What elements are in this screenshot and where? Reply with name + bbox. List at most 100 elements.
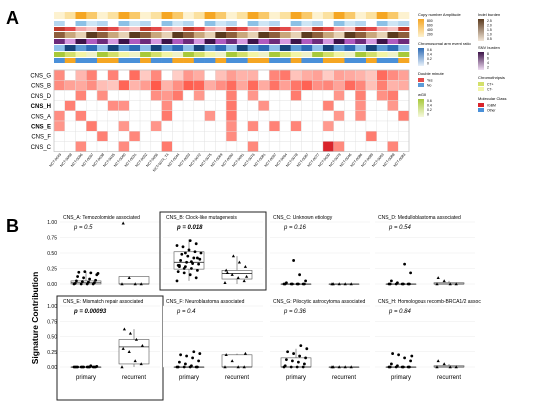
heatmap-cell [236,90,248,101]
annotation-cell [118,45,130,51]
heatmap-cell [247,100,259,111]
y-tick-label: 0.50 [47,251,57,257]
data-point-recurrent [242,279,246,283]
facet-pvalue: p = 0.00093 [73,309,107,315]
heatmap-cell [355,130,367,142]
heatmap-cell [225,100,238,111]
annotation-cell [226,27,238,31]
heatmap-cell [129,90,141,101]
heatmap-cell [96,141,108,152]
data-point-primary [79,282,83,286]
heatmap-cell [258,130,270,142]
heatmap-cell [387,110,399,122]
heatmap-cell [172,110,184,122]
heatmap-cell [290,79,302,91]
annotation-cell [322,21,334,26]
annotation-cell [312,58,324,63]
annotation-cell [247,27,259,31]
data-point-primary [82,365,85,369]
heatmap-cell [311,79,324,91]
annotation-cell [387,12,399,19]
annotation-cell [290,12,302,19]
annotation-cell [97,12,109,19]
annotation-cell [54,21,66,26]
annotation-cell [376,52,388,57]
heatmap-cell [258,120,270,132]
heatmap-cell [236,120,248,132]
heatmap-cell [139,110,152,122]
heatmap-cell [247,69,259,81]
annotation-cell [279,52,291,57]
data-point-recurrent [224,268,228,272]
data-point-recurrent [223,365,227,369]
annotation-cell [183,58,195,63]
legend-tick: 0.5 [487,37,492,41]
annotation-cell [258,52,270,57]
data-point-primary [291,282,294,286]
data-point-primary [95,364,99,368]
annotation-cell [193,58,205,63]
y-tick-label: 0.25 [47,350,57,356]
heatmap-cell [344,141,356,152]
data-point-recurrent [121,347,125,350]
heatmap-cell [247,79,259,91]
legend-tick: 0.2 [427,108,432,112]
annotation-cell [86,12,98,19]
annotation-cell [107,12,119,19]
annotation-cell [172,45,184,51]
heatmap-cell [118,120,130,132]
annotation-cell [64,52,76,57]
data-point-recurrent [448,365,452,369]
heatmap-cell [161,90,173,101]
annotation-cell [226,45,238,51]
annotation-cell [258,39,270,44]
heatmap-cell [311,90,324,101]
heatmap-cell [193,69,205,81]
annotation-cell [344,27,356,31]
data-point-primary [96,272,100,275]
annotation-cell [86,21,98,26]
data-point-primary [181,245,185,249]
data-point-primary [179,353,183,357]
facet-pvalue: p = 0.84 [388,309,412,315]
heatmap-cell [182,110,195,122]
annotation-cell [279,21,291,26]
annotation-cell [376,39,388,44]
heatmap-cell [376,79,388,91]
annotation-cell [290,27,302,31]
heatmap-cell [376,110,388,122]
data-point-primary [190,364,193,368]
annotation-cell [301,27,313,31]
data-point-primary [192,350,196,354]
heatmap-cell [301,110,313,122]
annotation-cell [398,21,410,26]
heatmap-cell [107,90,119,101]
heatmap-cell [53,79,65,91]
y-axis-label: Signature Contribution [30,272,40,365]
annotation-cell [344,32,356,38]
annotation-cell [365,45,378,51]
annotation-cell [118,39,130,44]
annotation-cell [387,39,399,44]
annotation-cell [290,21,302,26]
heatmap-cell [333,79,345,91]
heatmap-cell [365,110,377,122]
heatmap-cell [150,110,162,122]
data-point-recurrent [223,281,227,284]
annotation-cell [54,45,66,51]
facet-6: CNS_F: Neuroblastoma associated p = 0.4 pr… [163,299,263,381]
annotation-cell [75,52,87,57]
y-tick-label: 0.00 [47,282,57,288]
data-point-primary [87,280,90,284]
x-tick-label: primary [391,375,411,381]
annotation-cell [64,45,76,51]
annotation-cell [365,27,378,31]
heatmap-cell [139,79,152,91]
heatmap-cell [139,69,152,81]
annotation-cell [86,27,98,31]
data-point-primary [175,279,179,283]
legend-tick: 0 [427,113,429,117]
data-point-primary [188,239,192,243]
annotation-cell [64,32,76,38]
data-point-recurrent [436,359,440,363]
